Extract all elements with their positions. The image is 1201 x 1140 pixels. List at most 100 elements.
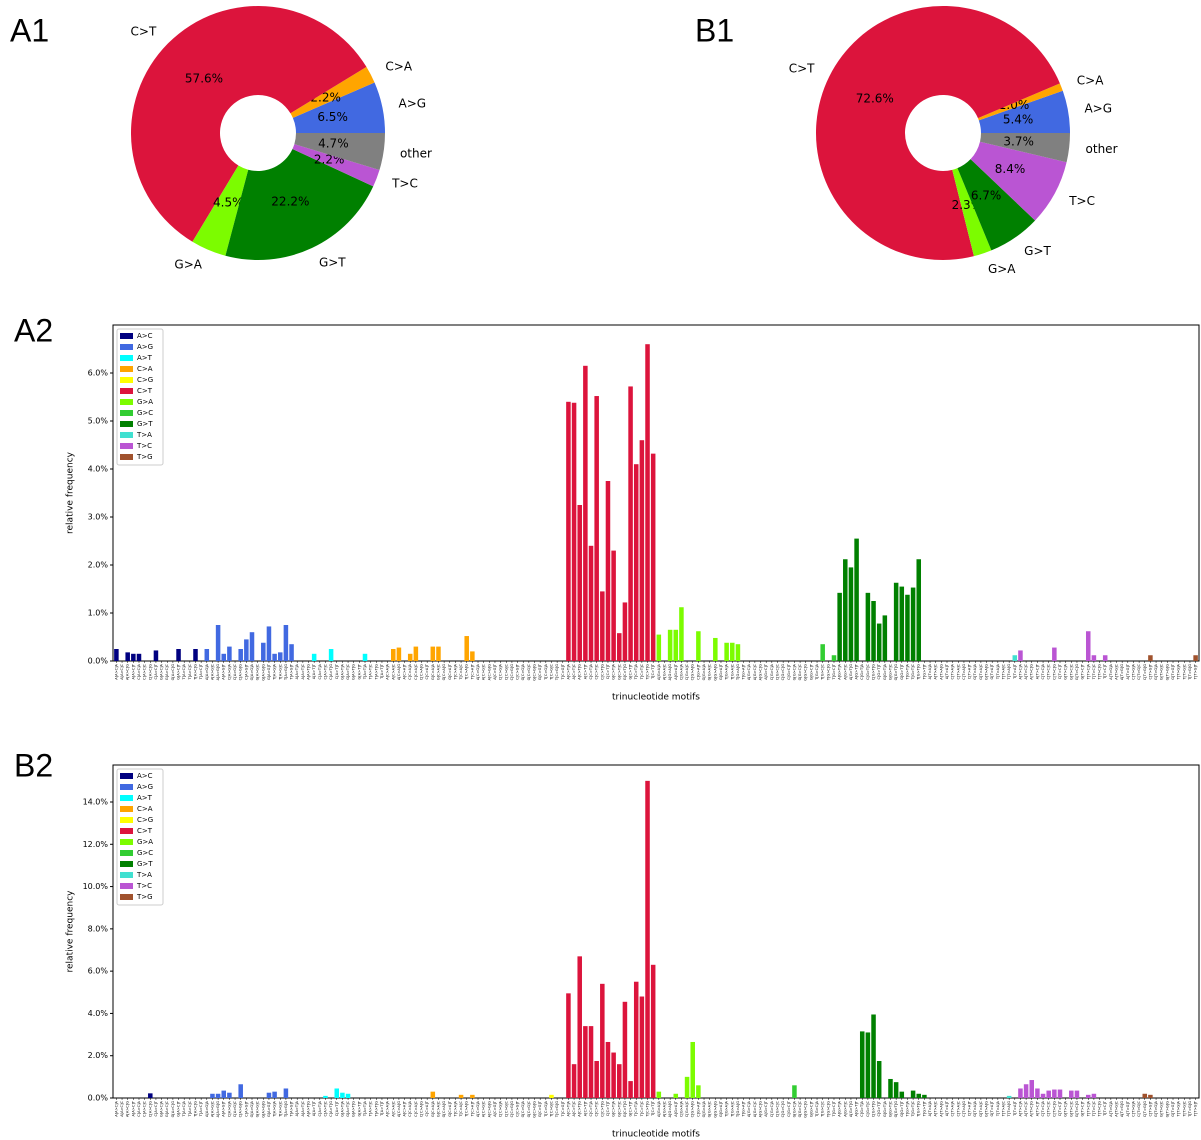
legend-label: G>A: [137, 398, 153, 406]
x-tick-label: C[T>A]C: [956, 1101, 960, 1117]
bar: [634, 982, 639, 1098]
x-tick-label: G[G>T]T: [900, 663, 904, 680]
legend-label: A>T: [137, 794, 153, 802]
x-tick-label: A[T>G]A: [1109, 663, 1113, 679]
y-tick-label: 14.0%: [83, 798, 109, 807]
bar: [916, 559, 921, 661]
x-tick-label: G[T>C]C: [1069, 1101, 1073, 1117]
bar: [617, 633, 622, 661]
x-tick-label: C[A>G]C: [233, 1101, 237, 1118]
x-tick-label: C[T>G]G: [1143, 1101, 1147, 1117]
x-tick-label: T[A>C]T: [199, 1100, 203, 1117]
bar: [877, 624, 882, 661]
plot-frame: [113, 765, 1199, 1098]
x-tick-label: T[T>G]G: [1188, 664, 1192, 681]
x-tick-label: A[C>G]T: [493, 1100, 497, 1117]
x-tick-label: G[C>T]G: [623, 1101, 627, 1117]
x-tick-label: G[A>C]A: [160, 663, 164, 680]
x-tick-label: C[A>T]A: [318, 663, 322, 679]
legend-swatch: [120, 443, 133, 449]
x-tick-label: A[C>T]T: [583, 663, 587, 679]
bar: [549, 1095, 554, 1098]
bar: [594, 1061, 599, 1098]
bar: [583, 366, 588, 661]
x-tick-label: A[G>C]A: [747, 1100, 751, 1117]
x-tick-label: C[G>T]C: [866, 1101, 870, 1117]
x-tick-label: T[T>A]T: [1013, 663, 1017, 680]
x-tick-label: G[G>A]G: [713, 664, 717, 681]
x-tick-label: T[G>C]T: [832, 663, 836, 680]
x-tick-label: G[C>T]C: [617, 1101, 621, 1117]
x-tick-label: A[G>A]G: [668, 1101, 672, 1118]
x-tick-label: A[C>T]A: [566, 1100, 570, 1116]
bar: [589, 1026, 594, 1098]
x-tick-label: T[G>T]A: [905, 1100, 909, 1117]
x-tick-label: T[G>A]C: [730, 664, 734, 681]
legend-label: G>C: [137, 409, 153, 417]
bar: [205, 649, 210, 661]
x-tick-label: A[A>G]G: [216, 1101, 220, 1118]
slice-value-label: 6.7%: [971, 188, 1002, 202]
x-tick-label: G[C>A]G: [442, 664, 446, 681]
x-tick-label: G[A>C]T: [177, 663, 181, 680]
bar: [900, 587, 905, 661]
x-tick-label: A[G>C]C: [753, 1101, 757, 1118]
x-tick-label: C[G>A]G: [691, 664, 695, 681]
x-tick-label: A[G>C]T: [764, 1100, 768, 1117]
legend-swatch: [120, 377, 133, 383]
x-tick-label: G[A>T]C: [346, 664, 350, 680]
legend-swatch: [120, 421, 133, 427]
x-tick-label: T[T>C]T: [1103, 1100, 1107, 1117]
x-tick-label: T[C>A]A: [453, 663, 457, 680]
x-tick-label: T[T>C]C: [1092, 664, 1096, 681]
x-tick-label: A[G>C]G: [759, 664, 763, 681]
x-tick-label: A[C>A]T: [403, 1100, 407, 1116]
x-tick-label: C[G>A]T: [696, 663, 700, 680]
x-tick-label: T[A>G]T: [290, 663, 294, 680]
x-tick-label: A[A>G]A: [205, 663, 209, 680]
x-tick-label: G[C>T]A: [612, 1100, 616, 1116]
x-tick-label: C[G>T]G: [872, 664, 876, 680]
x-tick-label: T[A>C]G: [193, 1101, 197, 1118]
x-tick-label: C[C>A]C: [414, 664, 418, 680]
bar: [114, 649, 119, 661]
x-tick-label: T[A>T]T: [380, 1100, 384, 1117]
bar: [272, 1092, 277, 1098]
x-tick-label: A[T>G]T: [1126, 1100, 1130, 1116]
x-tick-label: C[T>G]C: [1137, 664, 1141, 680]
bar: [832, 655, 837, 661]
x-tick-label: G[G>A]A: [702, 663, 706, 680]
bar: [640, 997, 645, 1098]
slice-label: C>T: [131, 24, 157, 38]
x-tick-label: T[T>A]T: [1013, 1100, 1017, 1117]
x-tick-label: G[C>A]T: [448, 663, 452, 680]
x-tick-label: A[G>C]T: [764, 663, 768, 680]
panel-label: B2: [14, 747, 53, 783]
x-tick-label: A[A>C]C: [120, 664, 124, 680]
legend-label: G>C: [137, 849, 153, 857]
x-tick-label: A[T>C]C: [1024, 664, 1028, 680]
bar: [244, 639, 249, 661]
x-tick-label: G[T>C]T: [1081, 663, 1085, 679]
bar: [227, 1093, 232, 1098]
bar: [1075, 1091, 1080, 1098]
bar: [696, 631, 701, 661]
x-tick-label: C[G>C]G: [781, 664, 785, 681]
slice-value-label: 3.7%: [1003, 134, 1034, 148]
x-tick-label: A[G>T]C: [843, 664, 847, 680]
bar: [408, 654, 413, 661]
x-tick-label: G[A>T]A: [340, 1100, 344, 1116]
bar: [284, 625, 289, 661]
x-tick-label: G[A>G]G: [261, 664, 265, 681]
x-tick-label: C[T>G]T: [1148, 1100, 1152, 1116]
bar: [1046, 1091, 1051, 1098]
bar: [628, 1081, 633, 1098]
x-tick-label: T[G>A]G: [736, 664, 740, 681]
x-tick-label: C[G>A]A: [679, 663, 683, 680]
bar: [1193, 655, 1198, 661]
x-tick-label: G[T>A]G: [985, 664, 989, 680]
x-tick-label: A[G>C]C: [753, 664, 757, 681]
bar: [125, 652, 130, 661]
x-tick-label: C[G>C]C: [775, 664, 779, 681]
x-tick-label: C[A>G]G: [239, 1101, 243, 1118]
